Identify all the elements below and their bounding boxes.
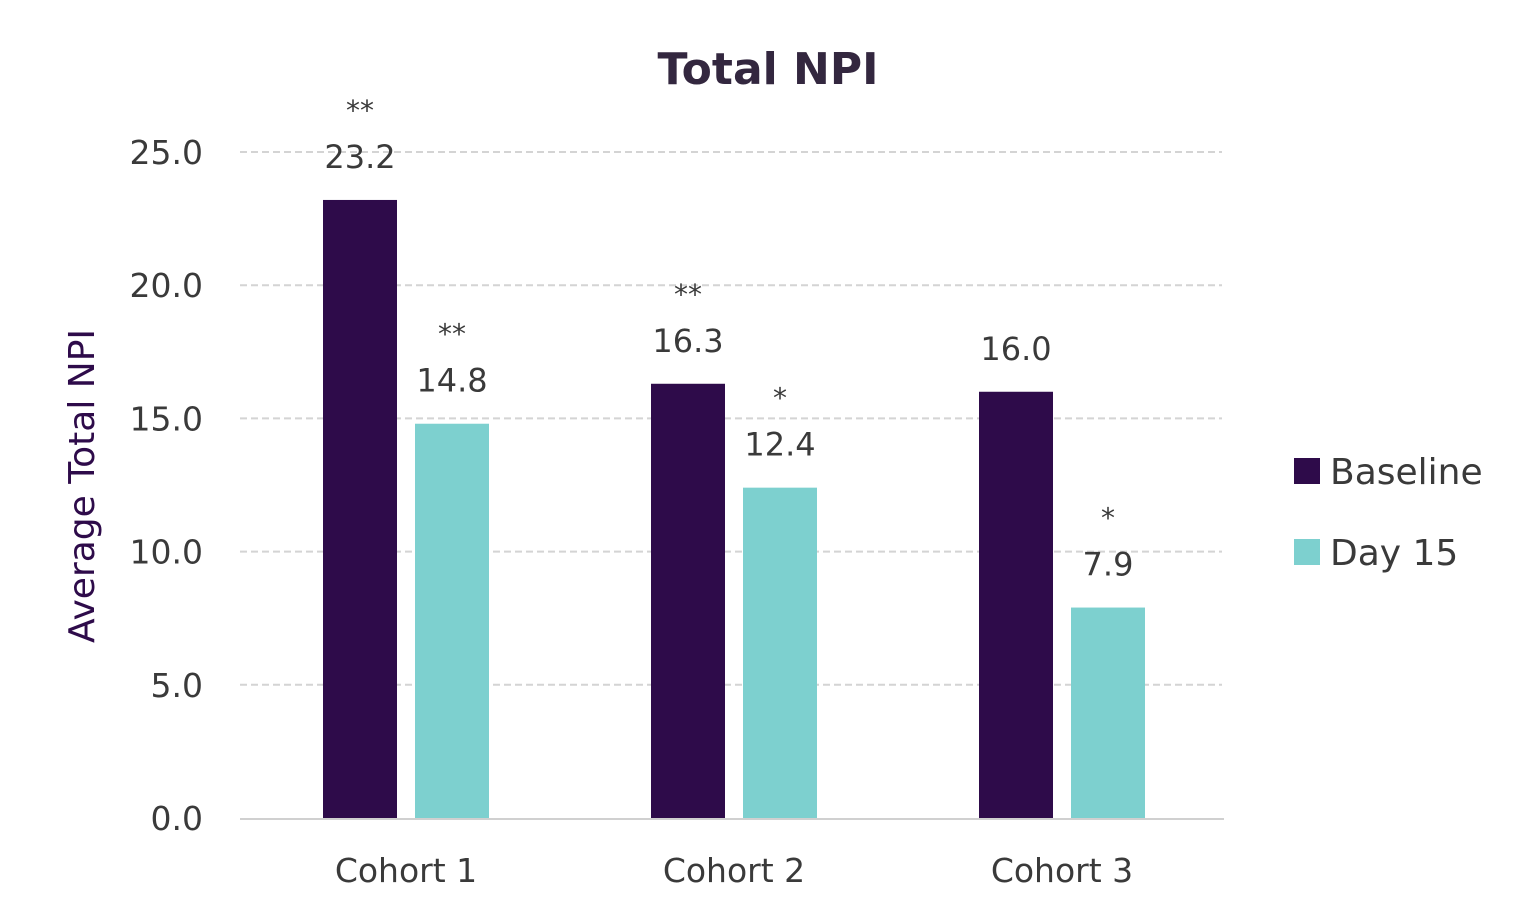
x-category-label: Cohort 3 — [991, 851, 1133, 890]
significance-marker: ** — [346, 94, 374, 127]
legend-label: Day 15 — [1330, 533, 1458, 574]
y-tick-label: 25.0 — [130, 133, 203, 172]
y-tick-label: 10.0 — [130, 533, 203, 572]
legend: Baseline Day 15 — [1294, 452, 1483, 574]
bar-baseline-cohort-3 — [979, 391, 1053, 818]
y-tick-label: 20.0 — [130, 266, 203, 305]
legend-swatch — [1294, 458, 1320, 484]
significance-marker: ** — [438, 318, 466, 351]
significance-marker: ** — [674, 278, 702, 311]
y-tick-label: 15.0 — [130, 399, 203, 438]
chart-title: Total NPI — [658, 44, 879, 95]
significance-marker: * — [773, 382, 787, 415]
legend-swatch — [1294, 539, 1320, 565]
data-label: 14.8 — [416, 362, 487, 400]
x-category-label: Cohort 1 — [335, 851, 477, 890]
value-labels: 23.2 16.3 16.0 14.8 12.4 7.9 — [324, 138, 1133, 584]
bar-day-15-cohort-3 — [1071, 607, 1145, 818]
y-tick-label: 5.0 — [151, 666, 203, 705]
y-axis-ticks: 0.0 5.0 10.0 15.0 20.0 25.0 — [130, 133, 203, 838]
data-label: 12.4 — [744, 426, 815, 464]
y-axis-label: Average Total NPI — [62, 329, 103, 643]
y-tick-label: 0.0 — [151, 799, 203, 838]
data-label: 16.0 — [980, 330, 1051, 368]
x-axis-categories: Cohort 1 Cohort 2 Cohort 3 — [335, 851, 1133, 890]
bars — [323, 199, 1145, 818]
bar-baseline-cohort-1 — [323, 199, 397, 818]
data-label: 23.2 — [324, 138, 395, 176]
data-label: 16.3 — [652, 322, 723, 360]
significance-marker: * — [1101, 502, 1115, 535]
data-label: 7.9 — [1083, 546, 1134, 584]
x-category-label: Cohort 2 — [663, 851, 805, 890]
bar-day-15-cohort-1 — [415, 423, 489, 818]
gridlines — [240, 151, 1222, 686]
bar-baseline-cohort-2 — [651, 383, 725, 818]
bar-day-15-cohort-2 — [743, 487, 817, 818]
legend-label: Baseline — [1330, 452, 1483, 493]
significance-labels: ******** — [346, 94, 1115, 535]
